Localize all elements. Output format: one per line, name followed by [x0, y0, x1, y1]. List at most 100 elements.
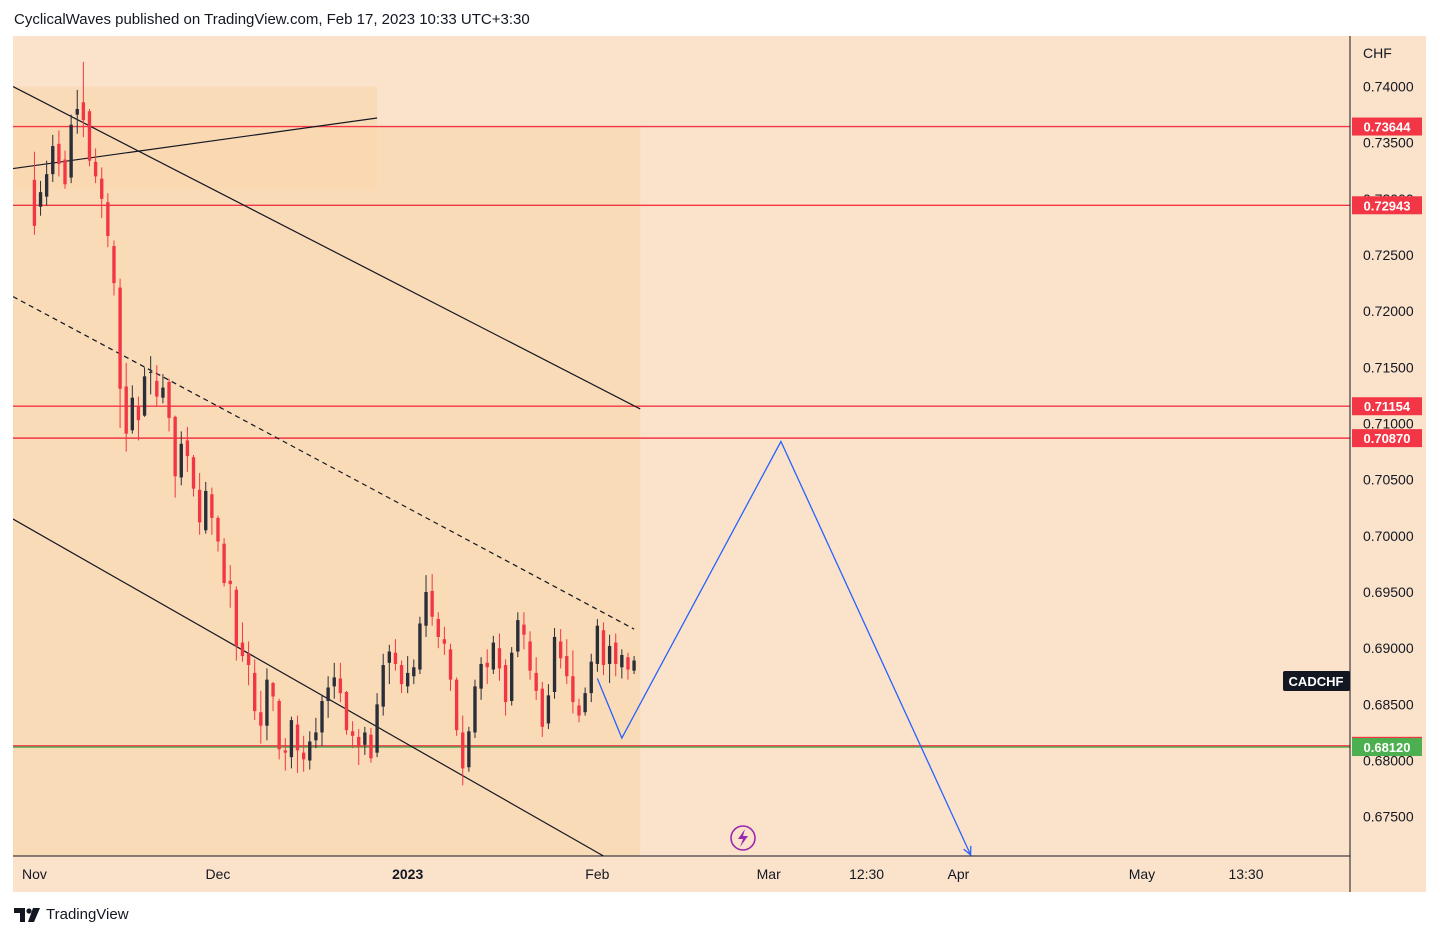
candle-body	[295, 724, 300, 751]
footer-branding[interactable]: TradingView	[14, 906, 129, 923]
candle-body	[516, 620, 520, 652]
candle	[595, 618, 600, 672]
price-tick-label: 0.69500	[1363, 584, 1414, 600]
candle-body	[38, 192, 43, 207]
candle	[381, 653, 385, 716]
candle-body	[387, 651, 392, 663]
price-chart[interactable]: CHF 0.740000.735000.730000.725000.720000…	[13, 36, 1426, 892]
candle	[552, 627, 557, 699]
candle-body	[289, 720, 294, 758]
candle-body	[448, 649, 453, 680]
price-level-tag-bg	[1352, 738, 1422, 757]
candle	[540, 681, 544, 737]
candle	[528, 631, 532, 680]
candle	[118, 278, 122, 429]
candle-body	[136, 406, 141, 421]
candle-body	[430, 590, 434, 617]
candle-body	[69, 124, 73, 178]
candle	[516, 612, 520, 658]
candle-body	[179, 443, 183, 478]
candle-body	[326, 687, 330, 701]
candle-body	[332, 677, 336, 687]
candle	[167, 378, 171, 432]
candle-body	[405, 672, 410, 687]
candle-body	[418, 623, 422, 670]
projection-path[interactable]	[596, 440, 972, 857]
candle-body	[522, 624, 526, 635]
candle	[87, 109, 92, 167]
candle	[106, 193, 110, 248]
candle	[289, 716, 294, 769]
candle	[565, 639, 569, 685]
candle-body	[271, 683, 275, 697]
candle-body	[503, 665, 508, 703]
candle-body	[467, 731, 471, 768]
candle	[344, 690, 349, 735]
time-tick-label: Mar	[757, 866, 781, 882]
candle-body	[363, 732, 367, 745]
candle	[577, 698, 581, 723]
candle-body	[534, 672, 538, 691]
candle-body	[473, 686, 477, 733]
candle	[259, 690, 263, 744]
candle	[369, 727, 373, 763]
candle	[308, 731, 312, 770]
trendline	[13, 296, 635, 630]
candle-body	[81, 102, 86, 121]
candle-body	[571, 676, 575, 703]
candle	[44, 160, 49, 206]
candle	[75, 89, 79, 134]
candle	[497, 633, 502, 681]
trendline	[13, 518, 604, 857]
candle-body	[161, 387, 165, 398]
candle	[112, 240, 116, 296]
candle-body	[185, 440, 190, 457]
candle	[405, 656, 410, 694]
time-axis-ticks: Nov Dec 2023 Feb Mar 12:30 Apr May 13:30	[22, 866, 1264, 882]
candle	[295, 715, 300, 773]
candle-body	[100, 178, 104, 199]
lightning-icon[interactable]	[730, 825, 756, 851]
candle	[589, 653, 593, 703]
candle-body	[63, 159, 67, 185]
trendlines[interactable]	[13, 86, 641, 857]
candle	[571, 650, 575, 714]
candle	[320, 695, 324, 746]
candle	[204, 481, 208, 534]
candle	[503, 659, 508, 716]
candle-body	[497, 648, 502, 669]
time-tick-label: Dec	[206, 866, 231, 882]
candle-body	[197, 489, 202, 523]
candle	[393, 639, 398, 671]
candle	[253, 659, 257, 721]
time-tick-label: 2023	[392, 866, 423, 882]
candle-body	[595, 625, 600, 664]
candle-body	[479, 663, 483, 689]
candle	[454, 677, 459, 736]
candle	[436, 612, 440, 649]
candle-body	[393, 652, 398, 664]
candle-body	[228, 580, 232, 585]
price-level-tag-text: 0.71154	[1364, 399, 1411, 414]
candle-body	[155, 380, 159, 397]
candle	[136, 396, 141, 441]
candle-body	[240, 642, 245, 657]
price-tick-label: 0.70500	[1363, 472, 1414, 488]
candle	[234, 586, 239, 661]
price-tick-label: 0.69000	[1363, 640, 1414, 656]
candle	[81, 61, 86, 138]
candle	[332, 662, 336, 699]
candle	[191, 454, 196, 497]
candle-body	[620, 654, 624, 668]
candle-body	[552, 636, 557, 692]
candle	[155, 365, 159, 406]
price-level-tag-text: 0.68120	[1364, 740, 1411, 755]
symbol-badge[interactable]: CADCHF	[1283, 671, 1350, 691]
candle	[626, 652, 630, 680]
price-tick-label: 0.70000	[1363, 528, 1414, 544]
price-tick-label: 0.68500	[1363, 696, 1414, 712]
candle	[601, 622, 606, 676]
candle-body	[130, 397, 135, 431]
candle-body	[265, 679, 269, 726]
candle	[197, 472, 202, 535]
